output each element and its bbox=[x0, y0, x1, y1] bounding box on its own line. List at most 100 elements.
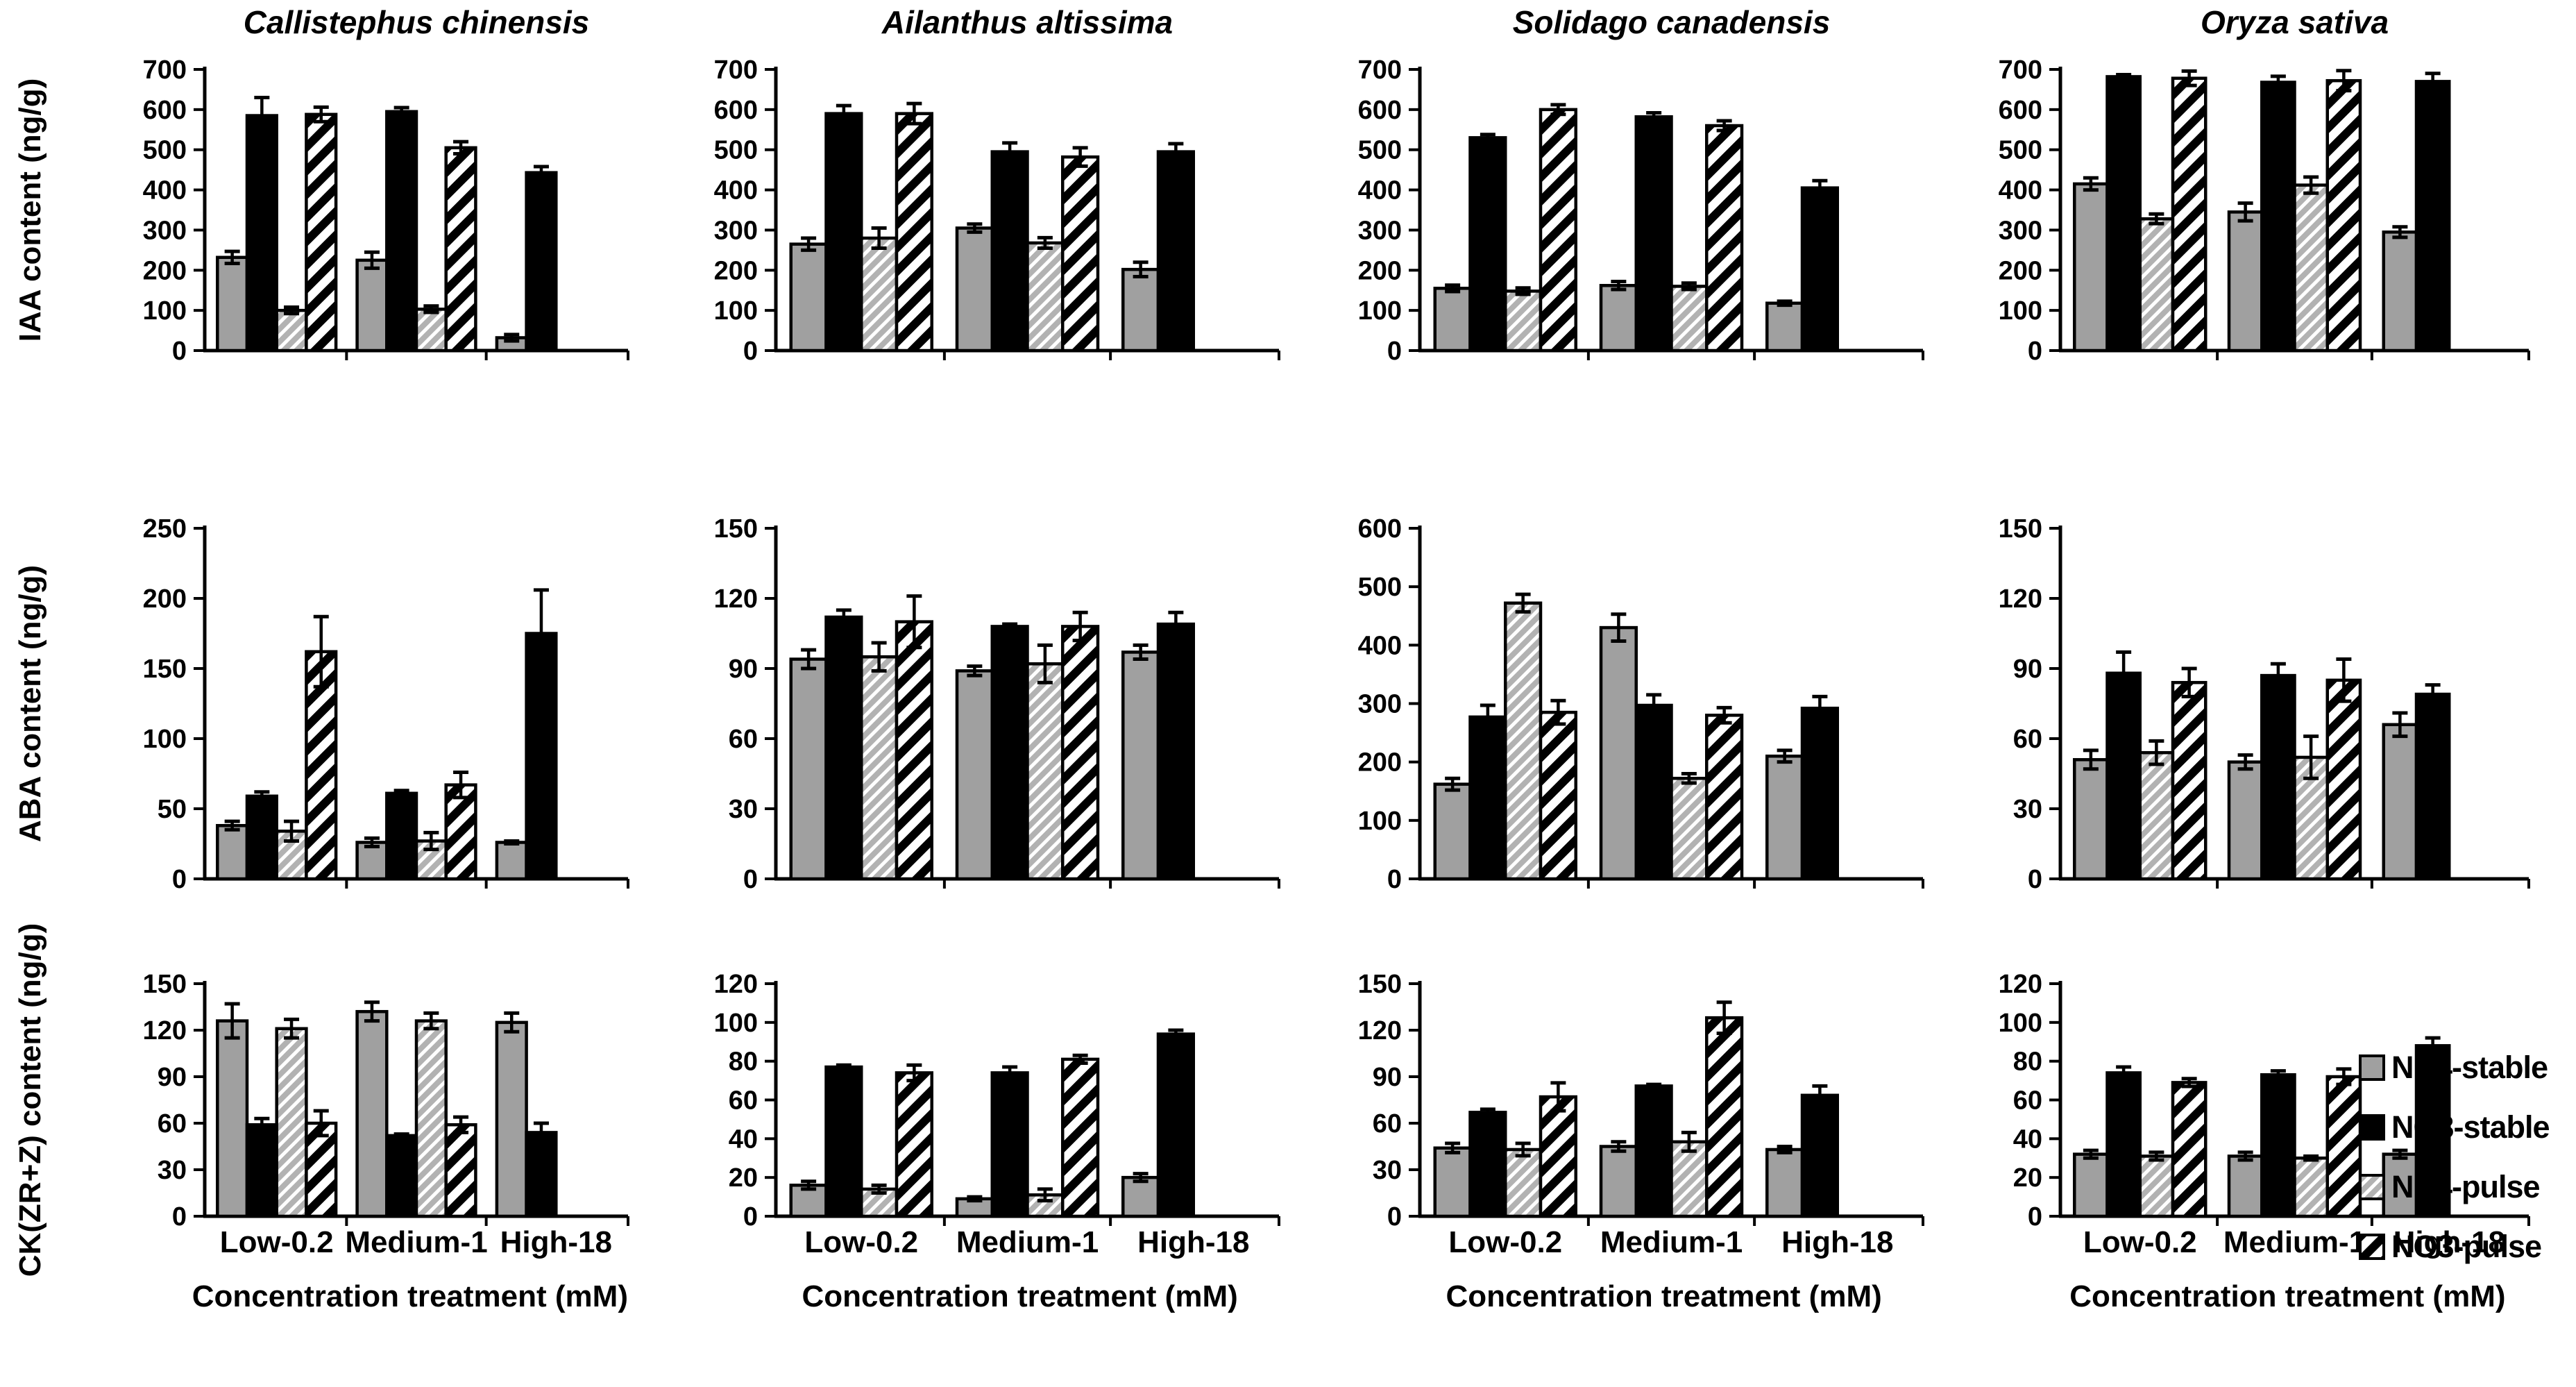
x-tick-label: High-18 bbox=[1137, 1225, 1249, 1259]
x-tick-label: Low-0.2 bbox=[2083, 1225, 2197, 1259]
y-tick-label: 100 bbox=[1999, 296, 2042, 326]
y-tick-label: 0 bbox=[172, 1202, 187, 1232]
bar-nh4-pulse-low-0.2 bbox=[1504, 1148, 1543, 1218]
y-tick-label: 300 bbox=[714, 216, 758, 245]
bar-no3-pulse-medium-1 bbox=[444, 783, 477, 881]
y-tick-label: 150 bbox=[714, 514, 758, 544]
bar-no3-stable-medium-1 bbox=[990, 1071, 1029, 1218]
x-tick-label: High-18 bbox=[1781, 1225, 1893, 1259]
chart-iaa-oryza: Oryza sativa 0 100 200 300 400 500 600 700 bbox=[1999, 4, 2530, 366]
x-tick-label: Medium-1 bbox=[2223, 1225, 2366, 1259]
chart-ck-ailanthus: 0 20 40 60 80 100 120 Low-0.2 Medium-1 High-18 Con… bbox=[714, 970, 1280, 1313]
bar-nh4-stable-low-0.2 bbox=[789, 242, 828, 353]
bar-nh4-stable-medium-1 bbox=[1599, 1145, 1638, 1218]
y-tick-label: 120 bbox=[714, 585, 758, 614]
y-tick-label: 60 bbox=[158, 1109, 187, 1138]
bar-no3-stable-high-18 bbox=[2414, 692, 2451, 881]
y-tick-label: 60 bbox=[1373, 1109, 1402, 1138]
bar-no3-stable-medium-1 bbox=[1634, 115, 1673, 353]
bar-no3-pulse-low-0.2 bbox=[895, 620, 933, 881]
legend-entry-nh4-pulse: NH4-pulse bbox=[2358, 1169, 2550, 1205]
y-tick-label: 600 bbox=[143, 96, 187, 125]
bar-no3-stable-low-0.2 bbox=[824, 112, 863, 353]
bar-no3-pulse-medium-1 bbox=[1061, 1057, 1100, 1218]
y-tick-label: 100 bbox=[714, 1009, 758, 1038]
bar-nh4-stable-medium-1 bbox=[2227, 210, 2264, 353]
bar-nh4-stable-medium-1 bbox=[355, 1009, 389, 1218]
y-tick-label: 500 bbox=[1999, 136, 2042, 165]
bar-no3-pulse-low-0.2 bbox=[895, 112, 933, 353]
x-tick-label: Low-0.2 bbox=[220, 1225, 334, 1259]
bar-nh4-stable-medium-1 bbox=[1599, 625, 1638, 881]
bar-no3-pulse-low-0.2 bbox=[1539, 710, 1577, 881]
bar-no3-stable-low-0.2 bbox=[824, 615, 863, 881]
chart-cell-ck-ailanthus: 0 20 40 60 80 100 120 Low-0.2 Medium-1 High-18 Con… bbox=[644, 925, 1288, 1387]
bar-no3-stable-high-18 bbox=[525, 1131, 558, 1218]
y-tick-label: 120 bbox=[714, 970, 758, 999]
y-tick-label: 80 bbox=[729, 1048, 758, 1077]
x-axis-title: Concentration treatment (mM) bbox=[2069, 1279, 2505, 1313]
y-tick-label: 200 bbox=[1358, 748, 1402, 777]
y-tick-label: 600 bbox=[714, 96, 758, 125]
chart-ck-solidago: 0 30 60 90 120 150 Low-0.2 Medium-1 High-18 Conce… bbox=[1358, 970, 1924, 1313]
y-tick-label: 0 bbox=[2028, 865, 2042, 894]
legend-label: NH4-stable bbox=[2391, 1050, 2548, 1085]
y-tick-label: 120 bbox=[1999, 585, 2042, 614]
y-tick-label: 500 bbox=[714, 136, 758, 165]
y-tick-label: 300 bbox=[143, 216, 187, 245]
y-tick-label: 30 bbox=[158, 1156, 187, 1185]
y-tick-label: 60 bbox=[729, 725, 758, 754]
bar-no3-stable-high-18 bbox=[1800, 186, 1839, 353]
bar-nh4-stable-high-18 bbox=[1121, 650, 1160, 881]
bar-nh4-pulse-low-0.2 bbox=[860, 236, 899, 353]
y-tick-label: 200 bbox=[143, 256, 187, 285]
chart-aba-oryza: 0 30 60 90 120 150 bbox=[1999, 514, 2530, 894]
y-tick-label: 90 bbox=[1373, 1063, 1402, 1092]
y-tick-label: 0 bbox=[2028, 337, 2042, 366]
chart-cell-aba-callistephus: ABA content (ng/g) 0 50 100 150 200 250 bbox=[0, 462, 644, 925]
bar-no3-stable-medium-1 bbox=[385, 791, 418, 881]
chart-iaa-callistephus: Callistephus chinensis IAA content (ng/g)… bbox=[13, 4, 629, 366]
x-tick-label: Low-0.2 bbox=[804, 1225, 918, 1259]
bar-no3-pulse-low-0.2 bbox=[895, 1071, 933, 1218]
bar-nh4-stable-high-18 bbox=[1765, 301, 1804, 353]
y-tick-label: 60 bbox=[2013, 1086, 2042, 1116]
legend-entry-nh4-stable: NH4-stable bbox=[2358, 1050, 2550, 1086]
bar-no3-stable-low-0.2 bbox=[824, 1065, 863, 1218]
bar-no3-stable-low-0.2 bbox=[1468, 136, 1507, 353]
legend: NH4-stable NO3-stable NH4-pulse NO3-puls… bbox=[2358, 1050, 2550, 1265]
chart-iaa-ailanthus: Ailanthus altissima 0 100 200 300 400 500 600 70… bbox=[714, 4, 1280, 366]
y-tick-label: 0 bbox=[172, 337, 187, 366]
x-axis-title: Concentration treatment (mM) bbox=[802, 1279, 1238, 1313]
chart-cell-ck-oryza: 0 20 40 60 80 100 120 Low-0.2 Medium-1 High-18 Con… bbox=[1932, 925, 2576, 1387]
y-tick-label: 100 bbox=[143, 725, 187, 754]
bar-nh4-pulse-low-0.2 bbox=[860, 655, 899, 881]
chart-cell-aba-ailanthus: 0 30 60 90 120 150 bbox=[644, 462, 1288, 925]
legend-swatch-black-solid-icon bbox=[2358, 1113, 2386, 1141]
y-tick-label: 200 bbox=[714, 256, 758, 285]
bar-no3-pulse-medium-1 bbox=[2325, 1075, 2362, 1218]
bar-no3-pulse-low-0.2 bbox=[2171, 680, 2208, 881]
bar-nh4-stable-medium-1 bbox=[1599, 284, 1638, 353]
bar-nh4-stable-medium-1 bbox=[955, 669, 994, 881]
bar-no3-stable-high-18 bbox=[1156, 150, 1195, 353]
bar-nh4-pulse-medium-1 bbox=[1026, 241, 1065, 353]
y-axis-title: CK(ZR+Z) content (ng/g) bbox=[13, 925, 47, 1277]
y-tick-label: 60 bbox=[2013, 725, 2042, 754]
chart-aba-callistephus: ABA content (ng/g) 0 50 100 150 200 250 bbox=[13, 514, 629, 894]
bar-no3-pulse-medium-1 bbox=[2325, 78, 2362, 353]
bar-nh4-stable-low-0.2 bbox=[216, 255, 249, 353]
y-tick-label: 400 bbox=[1358, 176, 1402, 205]
y-tick-label: 400 bbox=[1999, 176, 2042, 205]
bar-no3-stable-medium-1 bbox=[990, 150, 1029, 353]
bar-nh4-pulse-medium-1 bbox=[2293, 183, 2329, 353]
chart-title: Solidago canadensis bbox=[1513, 4, 1831, 40]
y-tick-label: 600 bbox=[1358, 514, 1402, 544]
bar-nh4-stable-high-18 bbox=[1121, 267, 1160, 353]
y-tick-label: 30 bbox=[1373, 1156, 1402, 1185]
bar-no3-pulse-medium-1 bbox=[444, 146, 477, 353]
bar-nh4-stable-low-0.2 bbox=[1433, 782, 1472, 881]
y-tick-label: 0 bbox=[743, 865, 758, 894]
bar-no3-stable-low-0.2 bbox=[245, 1123, 278, 1218]
